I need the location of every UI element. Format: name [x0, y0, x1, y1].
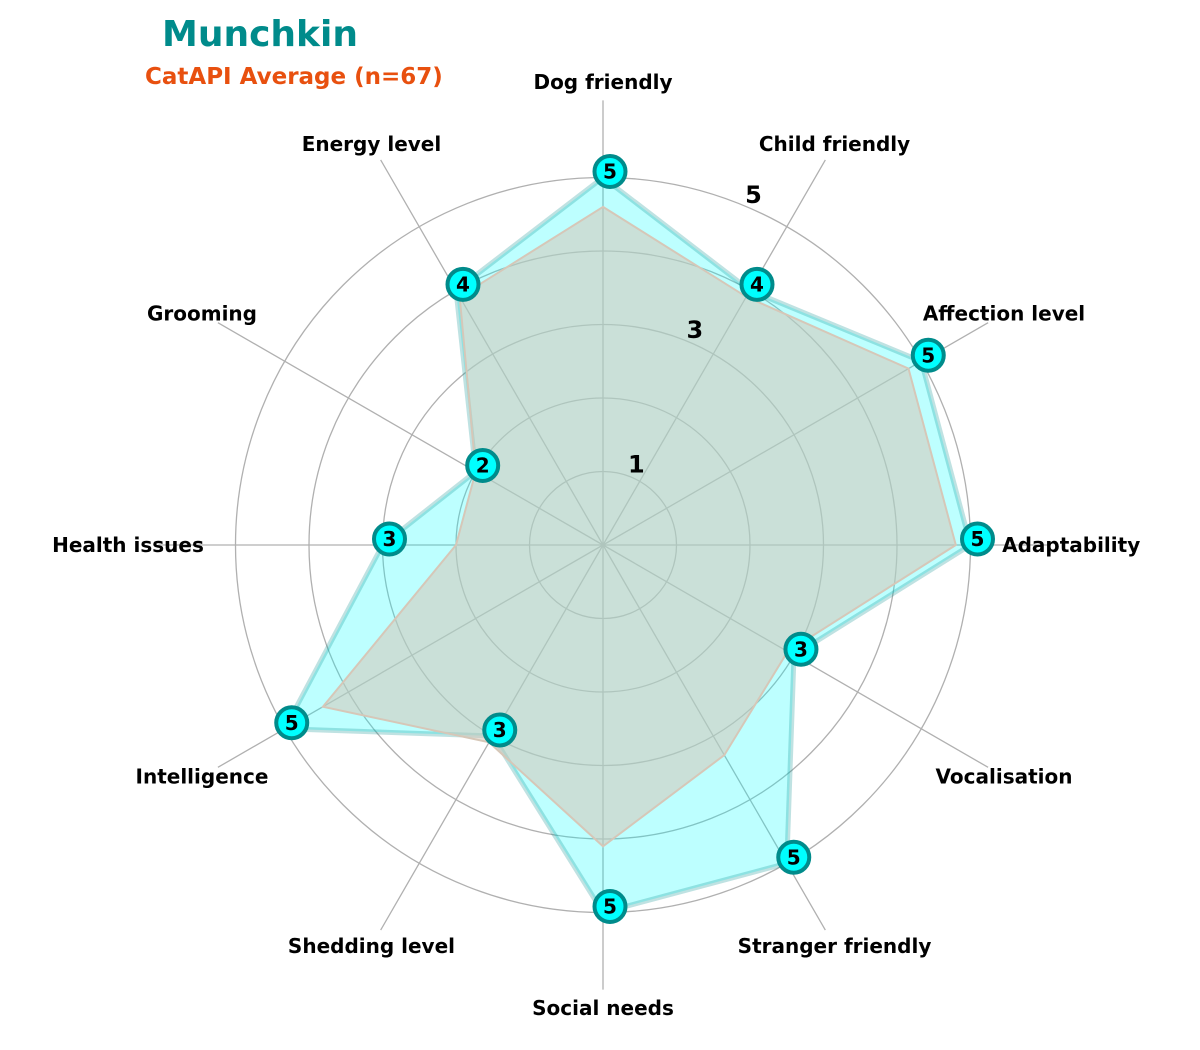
- value-marker: 2: [465, 448, 501, 483]
- axis-label: Energy level: [302, 132, 442, 156]
- value-marker: 3: [783, 631, 819, 667]
- axis-label: Health issues: [52, 533, 204, 557]
- value-marker: 5: [960, 521, 995, 557]
- axis-label: Social needs: [532, 996, 674, 1020]
- chart-subtitle: CatAPI Average (n=67): [145, 64, 443, 90]
- axis-label: Shedding level: [288, 934, 455, 958]
- axis-label: Vocalisation: [936, 765, 1073, 789]
- axis-label: Child friendly: [759, 132, 910, 156]
- chart-title: Munchkin: [162, 14, 358, 55]
- value-marker-dot: [482, 712, 518, 748]
- value-marker-label: 3: [794, 637, 808, 661]
- value-marker-dot: [372, 521, 407, 557]
- value-marker: 3: [482, 712, 518, 748]
- value-marker-dot: [739, 266, 775, 302]
- value-marker-label: 4: [750, 272, 764, 296]
- axis-label: Dog friendly: [533, 70, 672, 94]
- axis-label: Adaptability: [1002, 533, 1140, 557]
- axis-label: Intelligence: [136, 765, 269, 789]
- radial-tick-label: 3: [687, 316, 704, 344]
- axis-label: Stranger friendly: [738, 934, 932, 958]
- value-marker-label: 3: [383, 527, 397, 551]
- value-marker-dot: [592, 154, 628, 189]
- value-marker-dot: [910, 337, 946, 373]
- value-markers: 5 4 5 5 3 5 5 3 5 3 2 4: [274, 154, 995, 924]
- radial-tick-label: 1: [628, 451, 645, 479]
- value-marker: 5: [592, 154, 628, 189]
- value-marker: 5: [274, 705, 310, 741]
- value-marker-label: 2: [476, 454, 490, 478]
- value-marker-label: 5: [921, 343, 935, 367]
- value-marker-label: 3: [493, 718, 507, 742]
- value-marker-label: 5: [971, 527, 985, 551]
- value-marker-dot: [274, 705, 310, 741]
- value-marker-dot: [960, 521, 995, 557]
- value-marker: 5: [910, 337, 946, 373]
- radial-tick-labels: 1 3 5: [628, 181, 762, 479]
- value-marker-label: 4: [456, 272, 470, 296]
- radial-tick-label: 5: [745, 181, 762, 209]
- value-marker-dot: [465, 448, 501, 483]
- value-marker-dot: [776, 839, 812, 875]
- value-marker-dot: [783, 631, 819, 667]
- value-marker: 4: [739, 266, 775, 302]
- value-marker-dot: [592, 889, 628, 924]
- value-marker: 4: [445, 266, 481, 302]
- axis-label: Grooming: [147, 301, 257, 325]
- value-marker-dot: [445, 266, 481, 302]
- value-marker: 5: [592, 889, 628, 924]
- value-marker: 5: [776, 839, 812, 875]
- value-marker: 3: [372, 521, 407, 557]
- axis-labels: Dog friendly Child friendly Affection leve…: [52, 70, 1140, 1020]
- value-marker-label: 5: [603, 895, 617, 919]
- value-marker-label: 5: [603, 160, 617, 184]
- value-marker-label: 5: [787, 845, 801, 869]
- value-marker-label: 5: [285, 711, 299, 735]
- axis-label: Affection level: [923, 301, 1085, 325]
